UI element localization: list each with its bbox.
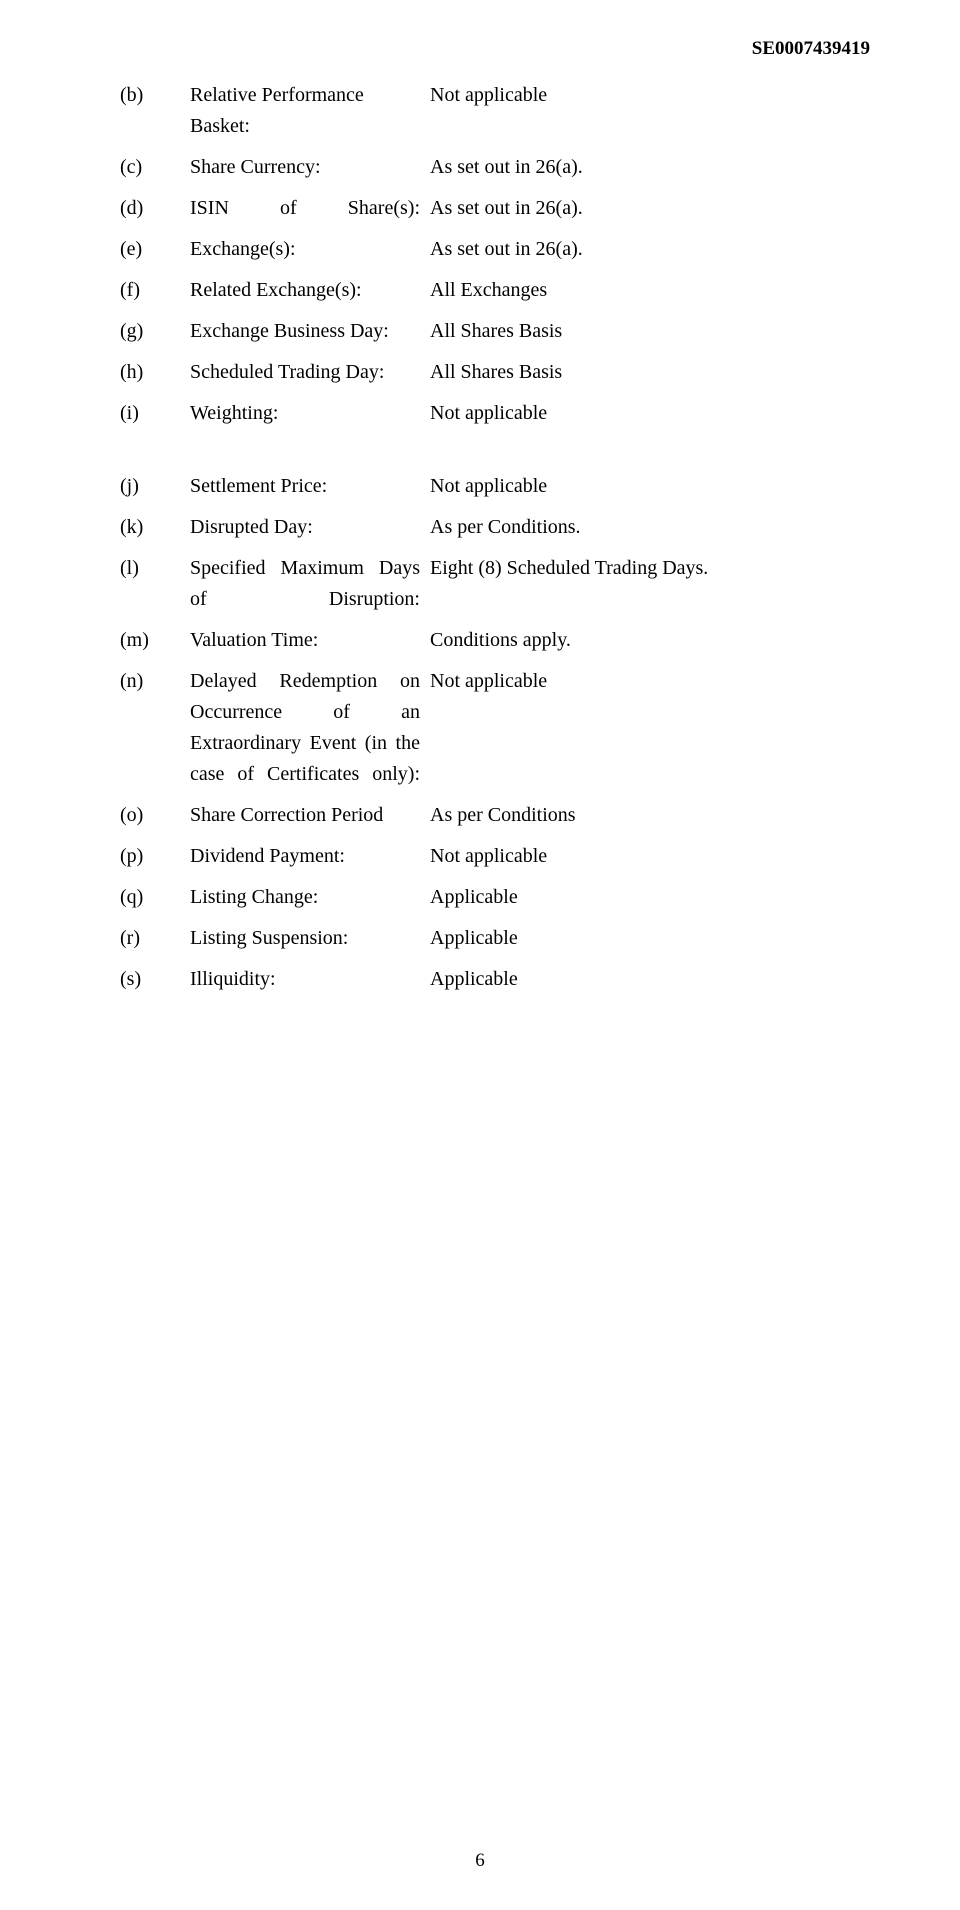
section-1: (b)Relative Performance Basket:Not appli… [120, 80, 870, 429]
row-label: Scheduled Trading Day: [190, 357, 420, 388]
row-label: Exchange Business Day: [190, 316, 420, 347]
row-value: As set out in 26(a). [420, 152, 870, 183]
row-value: All Shares Basis [420, 357, 870, 388]
row-marker: (i) [120, 398, 190, 429]
definition-row: (h)Scheduled Trading Day:All Shares Basi… [120, 357, 870, 388]
definition-row: (i)Weighting:Not applicable [120, 398, 870, 429]
definition-row: (n)Delayed Redemption on Occurrence of a… [120, 666, 870, 790]
definition-row: (g)Exchange Business Day:All Shares Basi… [120, 316, 870, 347]
definition-row: (p)Dividend Payment:Not applicable [120, 841, 870, 872]
row-marker: (g) [120, 316, 190, 347]
row-value: Not applicable [420, 398, 870, 429]
row-marker: (q) [120, 882, 190, 913]
row-label: Share Currency: [190, 152, 420, 183]
row-label: Dividend Payment: [190, 841, 420, 872]
definition-row: (m)Valuation Time:Conditions apply. [120, 625, 870, 656]
row-value: Applicable [420, 964, 870, 995]
definition-row: (j)Settlement Price:Not applicable [120, 471, 870, 502]
row-label: Relative Performance Basket: [190, 80, 420, 142]
row-marker: (j) [120, 471, 190, 502]
row-label: Weighting: [190, 398, 420, 429]
row-marker: (d) [120, 193, 190, 224]
row-label: Disrupted Day: [190, 512, 420, 543]
row-label: Exchange(s): [190, 234, 420, 265]
row-label: ISIN of Share(s): [190, 193, 420, 224]
definition-row: (s)Illiquidity:Applicable [120, 964, 870, 995]
row-value: As per Conditions. [420, 512, 870, 543]
row-value: Eight (8) Scheduled Trading Days. [420, 553, 870, 584]
definition-row: (o)Share Correction PeriodAs per Conditi… [120, 800, 870, 831]
row-value: Applicable [420, 882, 870, 913]
definition-row: (f)Related Exchange(s):All Exchanges [120, 275, 870, 306]
row-value: Not applicable [420, 80, 870, 111]
row-marker: (k) [120, 512, 190, 543]
definition-row: (l)Specified Maximum Days of Disruption:… [120, 553, 870, 615]
row-marker: (b) [120, 80, 190, 111]
row-marker: (l) [120, 553, 190, 584]
definition-row: (b)Relative Performance Basket:Not appli… [120, 80, 870, 142]
row-marker: (n) [120, 666, 190, 697]
row-value: All Shares Basis [420, 316, 870, 347]
row-value: Not applicable [420, 841, 870, 872]
row-label: Listing Suspension: [190, 923, 420, 954]
row-marker: (o) [120, 800, 190, 831]
section-2: (j)Settlement Price:Not applicable(k)Dis… [120, 471, 870, 995]
row-label: Settlement Price: [190, 471, 420, 502]
row-marker: (c) [120, 152, 190, 183]
definition-row: (q)Listing Change:Applicable [120, 882, 870, 913]
row-label: Delayed Redemption on Occurrence of an E… [190, 666, 420, 790]
row-label: Illiquidity: [190, 964, 420, 995]
page-number: 6 [475, 1850, 485, 1872]
row-marker: (f) [120, 275, 190, 306]
row-marker: (e) [120, 234, 190, 265]
row-label: Related Exchange(s): [190, 275, 420, 306]
row-marker: (s) [120, 964, 190, 995]
row-marker: (h) [120, 357, 190, 388]
row-value: Applicable [420, 923, 870, 954]
definition-row: (d)ISIN of Share(s):As set out in 26(a). [120, 193, 870, 224]
row-marker: (p) [120, 841, 190, 872]
row-marker: (m) [120, 625, 190, 656]
row-value: As set out in 26(a). [420, 193, 870, 224]
row-value: As per Conditions [420, 800, 870, 831]
definition-row: (c)Share Currency:As set out in 26(a). [120, 152, 870, 183]
row-label: Share Correction Period [190, 800, 420, 831]
row-value: Conditions apply. [420, 625, 870, 656]
definition-row: (e)Exchange(s):As set out in 26(a). [120, 234, 870, 265]
row-value: Not applicable [420, 666, 870, 697]
definition-row: (r)Listing Suspension:Applicable [120, 923, 870, 954]
row-value: As set out in 26(a). [420, 234, 870, 265]
row-marker: (r) [120, 923, 190, 954]
row-label: Listing Change: [190, 882, 420, 913]
document-id: SE0007439419 [752, 38, 870, 60]
definition-row: (k)Disrupted Day:As per Conditions. [120, 512, 870, 543]
row-label: Specified Maximum Days of Disruption: [190, 553, 420, 615]
row-value: All Exchanges [420, 275, 870, 306]
row-value: Not applicable [420, 471, 870, 502]
row-label: Valuation Time: [190, 625, 420, 656]
